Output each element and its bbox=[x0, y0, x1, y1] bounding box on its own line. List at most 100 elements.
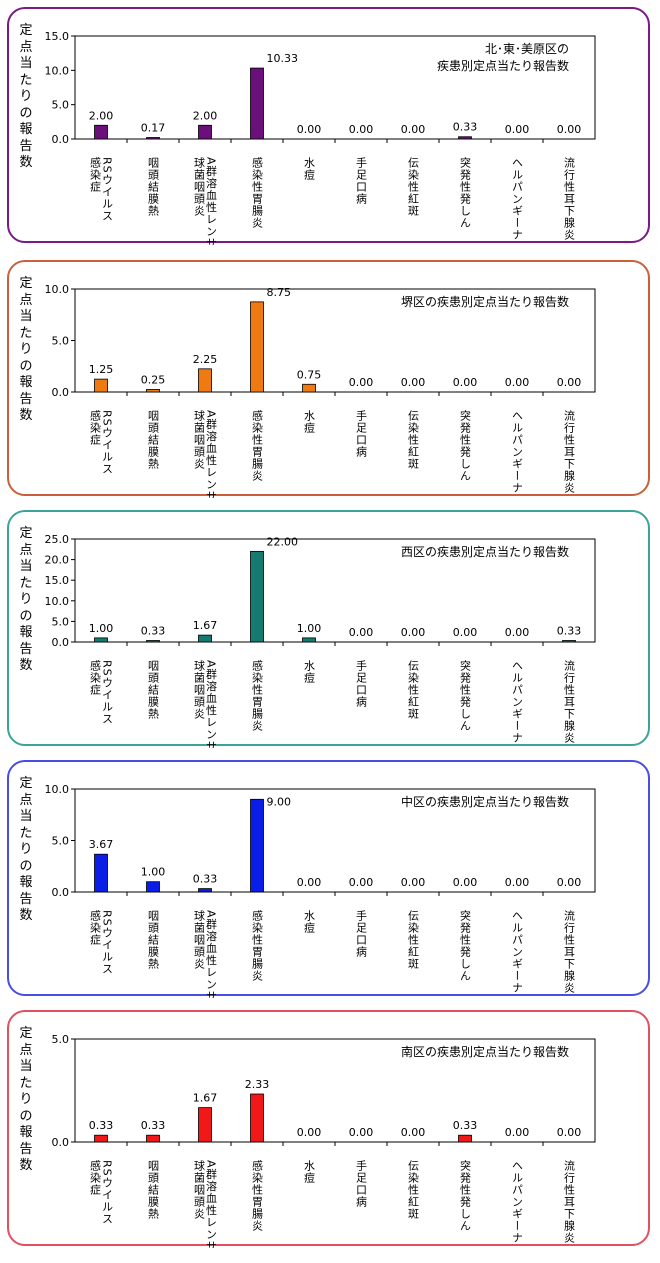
bar bbox=[94, 637, 108, 643]
chart-svg: 0.0 5.0 0.33 0.33 1.67 2.33 0.00 0.00 0.00 0.33 0.… bbox=[52, 1033, 596, 1248]
category-label: 感染性胃腸炎 bbox=[251, 410, 264, 482]
data-label: 0.00 bbox=[349, 1126, 374, 1139]
y-axis-label: 定点当たりの報告数 bbox=[19, 276, 33, 423]
category-label: ヘルパンギーナ bbox=[511, 910, 524, 994]
data-label: 2.00 bbox=[193, 109, 218, 122]
category-label: RSウイルス bbox=[101, 410, 114, 475]
data-label: 0.00 bbox=[401, 1126, 426, 1139]
category-label: 咽頭結膜熱 bbox=[147, 157, 160, 217]
category-label: ヘルパンギーナ bbox=[511, 157, 524, 241]
y-tick-label: 0.0 bbox=[52, 886, 70, 899]
data-label: 1.00 bbox=[89, 622, 114, 635]
data-label: 0.17 bbox=[141, 122, 166, 135]
data-label: 0.00 bbox=[401, 376, 426, 389]
chart-panel: 定点当たりの報告数 0.0 5.0 10.0 3.67 1.00 0.33 9.00 0.00 0… bbox=[7, 760, 650, 998]
bar bbox=[302, 637, 316, 643]
category-label: 手足口病 bbox=[355, 909, 368, 958]
chart-svg: 0.0 5.0 10.0 15.0 2.00 0.17 2.00 10.33 0.00 0.00 0… bbox=[45, 30, 596, 245]
bar bbox=[146, 1134, 160, 1143]
data-label: 2.25 bbox=[193, 353, 218, 366]
category-label: 水痘 bbox=[303, 910, 316, 934]
category-label: 手足口病 bbox=[355, 1159, 368, 1208]
y-tick-label: 0.0 bbox=[52, 636, 70, 649]
data-label: 0.00 bbox=[453, 626, 478, 639]
y-tick-label: 0.0 bbox=[52, 1136, 70, 1149]
data-label: 0.33 bbox=[453, 121, 478, 134]
category-label: 球菌咽頭炎 bbox=[193, 156, 206, 217]
category-label: 水痘 bbox=[303, 410, 316, 434]
category-label: 感染症 bbox=[89, 1160, 102, 1196]
category-label: 球菌咽頭炎 bbox=[193, 909, 206, 970]
category-label: 伝染性紅斑 bbox=[407, 660, 420, 720]
category-label: 手足口病 bbox=[355, 659, 368, 708]
category-label: 水痘 bbox=[303, 157, 316, 181]
chart-title: 堺区の疾患別定点当たり報告数 bbox=[401, 294, 569, 309]
data-label: 8.75 bbox=[267, 286, 292, 299]
bar bbox=[458, 1134, 472, 1143]
data-label: 0.00 bbox=[297, 1126, 322, 1139]
data-label: 1.67 bbox=[193, 619, 218, 632]
data-label: 3.67 bbox=[89, 838, 114, 851]
bar bbox=[94, 853, 108, 893]
data-label: 0.00 bbox=[349, 123, 374, 136]
category-label: 手足口病 bbox=[355, 409, 368, 458]
category-label: 咽頭結膜熱 bbox=[147, 410, 160, 470]
data-label: 0.00 bbox=[557, 376, 582, 389]
category-label: ヘルパンギーナ bbox=[511, 660, 524, 744]
y-axis-label: 定点当たりの報告数 bbox=[19, 526, 33, 673]
y-axis-label: 定点当たりの報告数 bbox=[19, 776, 33, 923]
category-label: 咽頭結膜熱 bbox=[147, 1160, 160, 1220]
category-label: 突発性発しん bbox=[459, 659, 472, 732]
bar bbox=[146, 137, 160, 140]
data-label: 1.00 bbox=[297, 622, 322, 635]
category-label: 流行性耳下腺炎 bbox=[563, 409, 576, 494]
data-label: 0.00 bbox=[557, 876, 582, 889]
bar bbox=[146, 389, 160, 393]
category-label: 伝染性紅斑 bbox=[407, 910, 420, 970]
category-label: 感染症 bbox=[89, 660, 102, 696]
category-label: 突発性発しん bbox=[459, 1159, 472, 1232]
category-label: 感染性胃腸炎 bbox=[251, 910, 264, 982]
category-label: 球菌咽頭炎 bbox=[193, 409, 206, 470]
y-tick-label: 10.0 bbox=[45, 595, 70, 608]
chart-title: 西区の疾患別定点当たり報告数 bbox=[401, 544, 569, 559]
data-label: 10.33 bbox=[267, 52, 299, 65]
bar bbox=[562, 640, 576, 643]
category-label: 感染症 bbox=[89, 410, 102, 446]
category-label: 感染性胃腸炎 bbox=[251, 157, 264, 229]
data-label: 0.00 bbox=[557, 123, 582, 136]
y-tick-label: 25.0 bbox=[45, 533, 70, 546]
category-label: A群溶血性レンサ bbox=[205, 410, 218, 498]
chart-panel: 定点当たりの報告数 0.0 5.0 0.33 0.33 1.67 2.33 0.00 0.00 0… bbox=[7, 1010, 650, 1248]
data-label: 0.00 bbox=[505, 376, 530, 389]
category-label: 伝染性紅斑 bbox=[407, 410, 420, 470]
data-label: 1.67 bbox=[193, 1092, 218, 1105]
chart-panel: 定点当たりの報告数 0.0 5.0 10.0 1.25 0.25 2.25 8.75 0.75 0… bbox=[7, 260, 650, 498]
y-tick-label: 0.0 bbox=[52, 386, 70, 399]
category-label: 咽頭結膜熱 bbox=[147, 660, 160, 720]
y-tick-label: 5.0 bbox=[52, 1033, 70, 1046]
bar bbox=[146, 640, 160, 643]
y-tick-label: 0.0 bbox=[52, 133, 70, 146]
data-label: 0.33 bbox=[141, 625, 166, 638]
bar bbox=[94, 1134, 108, 1143]
bar bbox=[250, 1093, 264, 1143]
data-label: 0.00 bbox=[557, 1126, 582, 1139]
bar bbox=[198, 368, 212, 393]
data-label: 0.00 bbox=[297, 123, 322, 136]
category-label: 感染症 bbox=[89, 910, 102, 946]
data-label: 0.00 bbox=[401, 123, 426, 136]
data-label: 0.75 bbox=[297, 368, 322, 381]
category-label: 水痘 bbox=[303, 1160, 316, 1184]
category-label: 流行性耳下腺炎 bbox=[563, 659, 576, 744]
category-label: RSウイルス bbox=[101, 910, 114, 975]
category-label: 突発性発しん bbox=[459, 909, 472, 982]
category-label: RSウイルス bbox=[101, 157, 114, 222]
category-label: 突発性発しん bbox=[459, 409, 472, 482]
y-tick-label: 5.0 bbox=[52, 99, 70, 112]
category-label: 水痘 bbox=[303, 660, 316, 684]
data-label: 22.00 bbox=[267, 535, 299, 548]
data-label: 1.25 bbox=[89, 363, 114, 376]
y-tick-label: 10.0 bbox=[45, 283, 70, 296]
category-label: 感染性胃腸炎 bbox=[251, 660, 264, 732]
